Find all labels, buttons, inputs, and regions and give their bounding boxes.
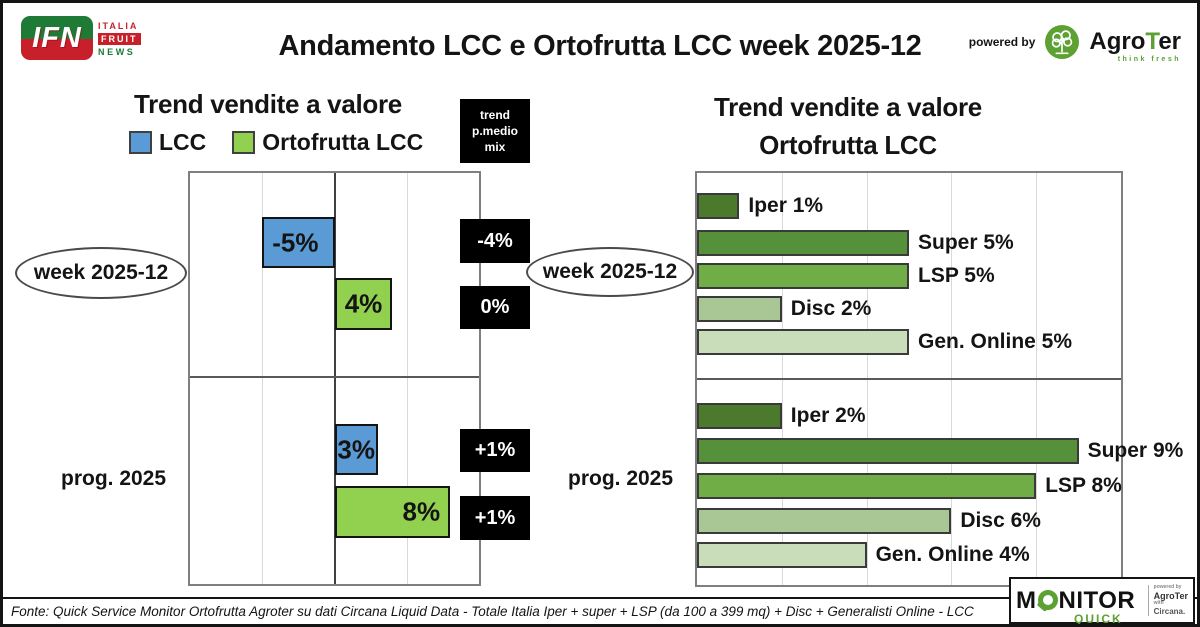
bar-value-label: 8% [402,496,441,527]
ifn-fruit-text: FRUIT [98,33,141,45]
mix-value-week-lcc: -4% [460,219,530,263]
bar-lsp-prog-2025 [697,473,1037,499]
bar-row-lsp-prog-2025: LSP 8% [697,473,1122,499]
bar-row-super-week-2025-12: Super 5% [697,230,1121,256]
bar-row-iper-week-2025-12: Iper 1% [697,193,1121,219]
mix-value-prog-ortofrutta: +1% [460,496,530,540]
section-divider [697,378,1121,380]
magnifier-handle-icon [1036,601,1048,612]
mix-value-prog-lcc: +1% [460,429,530,472]
bar-value-label: -5% [272,227,319,257]
legend-item-lcc: LCC [129,129,206,156]
monitor-word-post: NITOR [1058,587,1136,614]
bar-label: Gen. Online 5% [918,330,1073,353]
ifn-news-text: NEWS [98,47,136,57]
bar-label: Super 5% [918,231,1014,254]
legend-item-ortofrutta-lcc: Ortofrutta LCC [232,129,423,156]
bar-value-label: 3% [337,434,375,464]
trend-pmedio-mix-header: trend p.medio mix [460,99,530,163]
quick-label: QUICK [1074,612,1123,626]
prog-label-right: prog. 2025 [568,467,674,490]
ifn-badge-icon: IFN [21,16,93,60]
bar-label: Gen. Online 4% [875,543,1030,566]
bar-row-gen-online-prog-2025: Gen. Online 4% [697,542,1121,568]
bar-label: LSP 8% [1045,474,1122,497]
bar-label: Disc 6% [960,509,1041,532]
agroter-powered-by: powered by AgroTer think fresh [968,25,1181,64]
bar-lsp-week-2025-12 [697,263,909,289]
agroter-name-post: er [1158,28,1181,55]
bar-row-super-prog-2025: Super 9% [697,438,1183,464]
bar-row-gen-online-week-2025-12: Gen. Online 5% [697,329,1121,355]
bar-row-disc-prog-2025: Disc 6% [697,508,1121,534]
source-note: Fonte: Quick Service Monitor Ortofrutta … [11,604,974,619]
footer-divider [3,597,1197,599]
bar-super-prog-2025 [697,438,1079,464]
monitor-word-pre: M [1016,587,1037,614]
right-chart-title-line2: Ortofrutta LCC [759,129,937,160]
legend-label-lcc: LCC [159,129,207,155]
week-label-ellipse-right: week 2025-12 [526,247,694,297]
bar-label: Iper 2% [790,404,866,427]
gridline-vertical [406,173,408,584]
bar-row-lsp-week-2025-12: LSP 5% [697,263,1121,289]
agroter-name-t: T [1145,28,1159,55]
agroter-tagline: think fresh [1117,56,1181,63]
ortofrutta-swatch-icon [232,131,256,154]
bar-label: LSP 5% [918,264,995,287]
bar-lcc-week-2025-12: -5% [262,217,335,268]
bar-gen-online-week-2025-12 [697,329,909,355]
lcc-swatch-icon [129,131,152,154]
bar-ortofrutta-lcc-week-2025-12: 4% [334,278,393,330]
zero-axis-line [333,173,336,584]
bar-disc-prog-2025 [697,508,952,534]
monitor-wordmark: M NITOR QUICK [1016,587,1145,625]
monitor-quick-logo: M NITOR QUICK powered by AgroTer with Cir… [1009,577,1195,624]
agroter-tree-icon [1045,25,1080,59]
bar-value-label: 4% [344,288,383,319]
legend-label-ortofrutta-lcc: Ortofrutta LCC [262,129,424,155]
agroter-wordmark: AgroTer think fresh [1089,28,1181,64]
prog-label-left: prog. 2025 [61,467,167,490]
ifn-logo: IFN ITALIA FRUIT NEWS [21,16,143,62]
agroter-name-pre: Agro [1089,28,1146,55]
section-divider [190,376,479,378]
mini-agroter: AgroTer [1153,590,1188,601]
powered-by-label: powered by [968,35,1036,49]
mini-circana: Circana. [1153,606,1186,616]
right-plot-area: Iper 1% Super 5% LSP 5% Disc 2% Gen. Online … [695,171,1183,587]
left-chart-legend: LCC Ortofrutta LCC [129,129,423,156]
bar-row-iper-prog-2025: Iper 2% [697,403,1121,429]
monitor-credits: powered by AgroTer with Circana. [1147,583,1188,617]
bar-row-disc-week-2025-12: Disc 2% [697,296,1121,322]
right-chart-title-line1: Trend vendite a valore [714,92,982,122]
magnifier-icon [1036,590,1058,612]
ifn-badge-text: IFN [32,21,82,54]
bar-label: Super 9% [1087,439,1184,462]
mix-value-week-ortofrutta: 0% [460,286,530,329]
right-chart-title: Trend vendite a valore Ortofrutta LCC [633,89,1063,164]
bar-iper-week-2025-12 [697,193,740,219]
bar-iper-prog-2025 [697,403,782,429]
ifn-italia-text: ITALIA [98,21,139,31]
gridline-vertical [262,173,264,584]
bar-label: Iper 1% [748,194,824,217]
bar-lcc-prog-2025: 3% [334,424,378,475]
week-label-ellipse-left: week 2025-12 [15,247,187,299]
left-plot-area: -5% 4% 3% 8% [188,171,481,586]
bar-label: Disc 2% [790,297,872,320]
bar-disc-week-2025-12 [697,296,782,322]
bar-ortofrutta-lcc-prog-2025: 8% [334,486,451,538]
page-title: Andamento LCC e Ortofrutta LCC week 2025… [278,30,922,62]
left-chart-title: Trend vendite a valore [134,89,402,119]
mini-powered-by: powered by [1153,583,1182,590]
bar-super-week-2025-12 [697,230,909,256]
bar-gen-online-prog-2025 [697,542,867,568]
ifn-wordmark: ITALIA FRUIT NEWS [98,16,141,62]
mini-with: with [1153,600,1164,607]
